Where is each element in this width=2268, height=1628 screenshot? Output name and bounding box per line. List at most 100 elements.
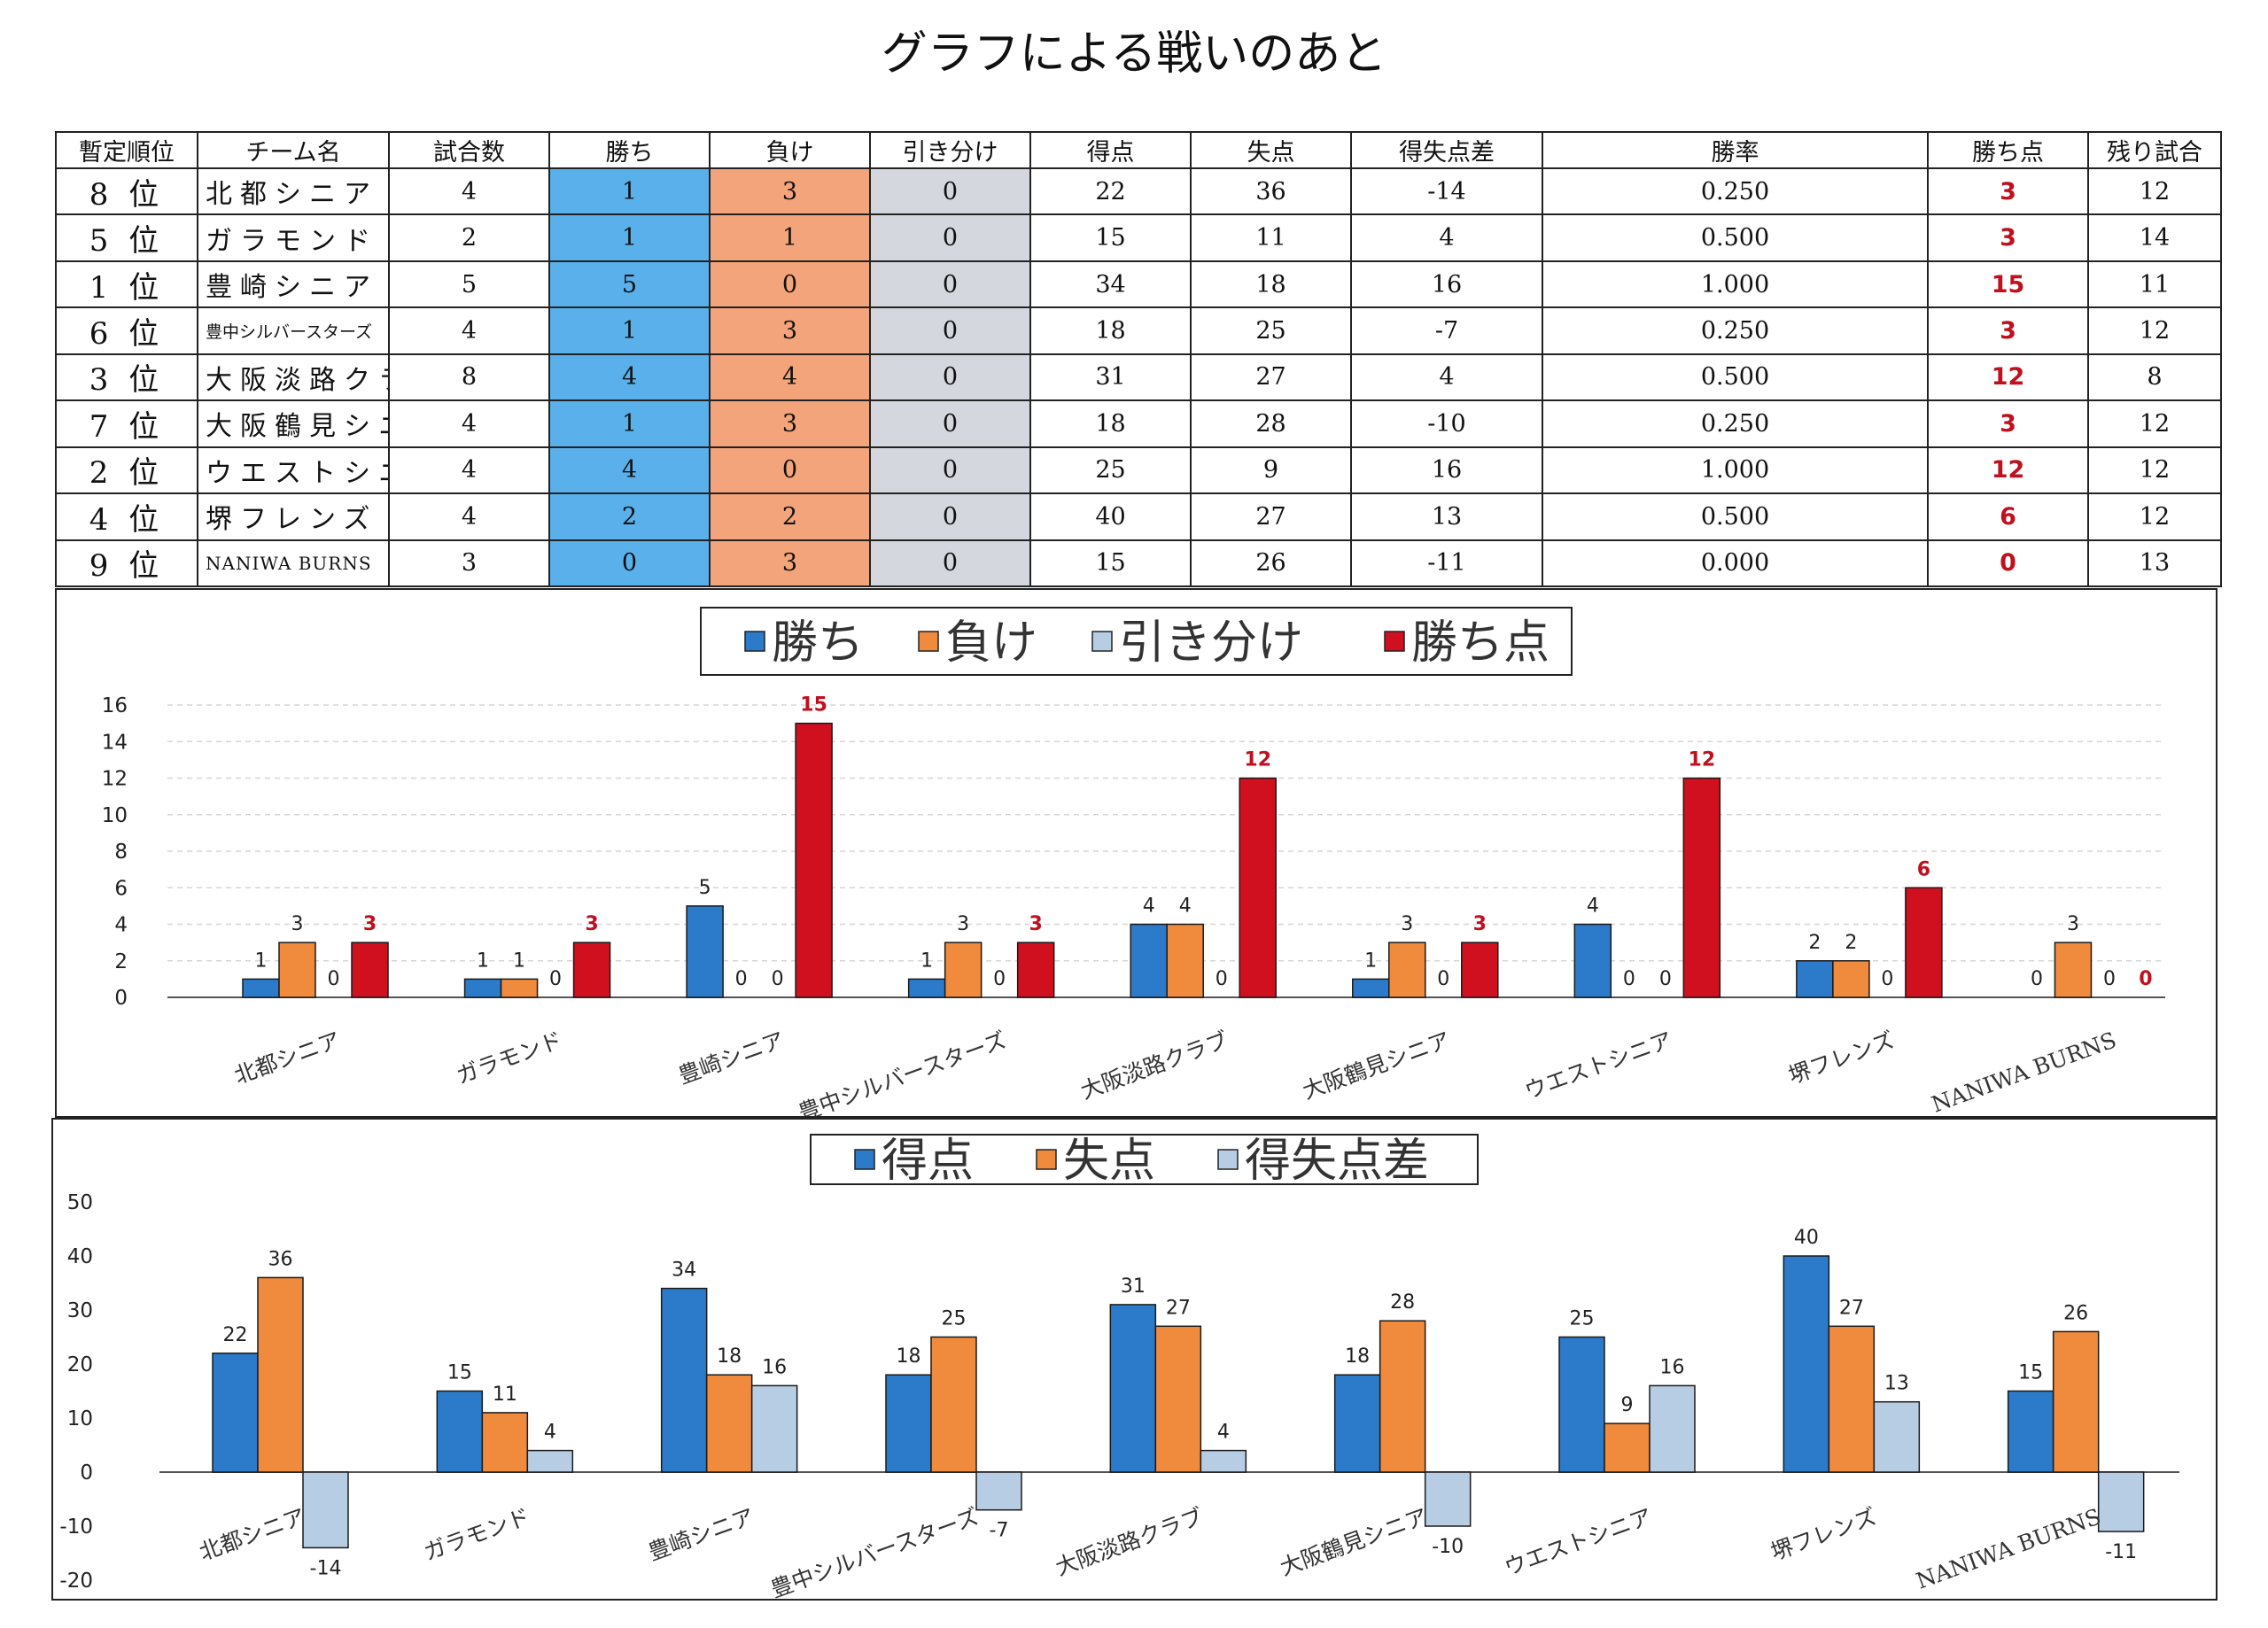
cell-wins: 4 (548, 446, 711, 495)
category-label: 大阪鶴見シニア (1299, 1027, 1453, 1104)
data-label: 4 (1587, 895, 1599, 918)
cell-rate: 0.500 (1542, 353, 1929, 402)
cell-rank: 1 位 (55, 260, 198, 309)
data-label: 6 (1917, 858, 1930, 880)
cell-rank: 6 位 (55, 306, 198, 355)
data-label: 16 (762, 1356, 787, 1378)
cell-points: 12 (1927, 353, 2089, 402)
cell-conceded: 27 (1190, 492, 1352, 541)
data-label: 12 (1244, 749, 1271, 771)
bar-3-6 (1682, 777, 1721, 998)
data-label: 3 (1473, 913, 1487, 935)
bar-0-3 (907, 978, 946, 998)
y-tick-label: 14 (102, 731, 128, 754)
cell-conceded: 28 (1190, 399, 1352, 448)
data-label: -10 (1432, 1536, 1464, 1558)
cell-rank: 4 位 (55, 492, 198, 541)
cell-rank: 5 位 (55, 213, 198, 262)
cell-games: 8 (388, 353, 550, 402)
category-label: 豊中シルバースターズ (795, 1027, 1010, 1116)
category-label: 大阪淡路クラブ (1052, 1503, 1207, 1580)
data-label: 0 (549, 968, 562, 990)
data-label: 31 (1121, 1275, 1146, 1298)
y-tick-label: -20 (59, 1570, 93, 1593)
data-label: 4 (1179, 895, 1192, 918)
cell-scored: 15 (1029, 213, 1192, 262)
cell-points: 12 (1927, 446, 2089, 495)
bar-0-5 (1333, 1374, 1381, 1473)
cell-rate: 0.000 (1542, 539, 1929, 587)
legend-box (810, 1134, 1479, 1185)
category-label: ウエストシニア (1521, 1027, 1675, 1104)
bar-1-0 (257, 1276, 304, 1473)
bar-1-2 (705, 1374, 753, 1473)
cell-games: 4 (388, 306, 550, 355)
data-label: 28 (1390, 1291, 1415, 1314)
cell-wins: 5 (548, 260, 711, 309)
data-label: 4 (1217, 1422, 1230, 1444)
data-label: 0 (2139, 968, 2152, 990)
bar-1-6 (1604, 1423, 1651, 1473)
cell-wins: 0 (548, 539, 711, 587)
cell-points: 3 (1927, 167, 2089, 216)
cell-diff: 4 (1350, 353, 1543, 402)
data-label: 1 (513, 950, 525, 972)
cell-team: 北都シニア (197, 167, 390, 216)
bar-0-7 (1783, 1255, 1830, 1473)
data-label: 3 (957, 913, 969, 935)
category-label: 大阪淡路クラブ (1077, 1027, 1231, 1104)
table-row: 9 位 NANIWA BURNS 3 0 3 0 15 26 -11 0.000 0 13 (55, 539, 2222, 587)
bar-0-6 (1558, 1336, 1605, 1473)
bar-0-5 (1352, 978, 1390, 998)
data-label: 27 (1166, 1297, 1191, 1319)
cell-scored: 25 (1029, 446, 1192, 495)
category-label: 豊崎シニア (675, 1027, 788, 1089)
bar-1-4 (1166, 923, 1204, 998)
data-label: 0 (1437, 968, 1449, 990)
data-label: 15 (800, 694, 827, 717)
bar-1-0 (278, 942, 316, 998)
cell-rate: 0.250 (1542, 167, 1929, 216)
y-tick-label: 0 (114, 987, 128, 1010)
category-label: NANIWA BURNS (1928, 1027, 2119, 1116)
table-row: 5 位ガラモンド 2 1 1 0 15 11 4 0.500 3 14 (55, 213, 2222, 262)
bar-2-3 (975, 1471, 1022, 1511)
legend-swatch (1384, 631, 1405, 652)
cell-team: NANIWA BURNS (197, 539, 390, 587)
data-label: 0 (772, 968, 784, 990)
data-label: 1 (477, 950, 489, 972)
data-label: 11 (493, 1384, 517, 1406)
cell-losses: 1 (709, 213, 871, 262)
cell-diff: -10 (1350, 399, 1543, 448)
category-label: 堺フレンズ (1767, 1503, 1880, 1565)
cell-remaining: 13 (2087, 539, 2222, 587)
data-label: 0 (1216, 968, 1228, 990)
category-label: 豊中シルバースターズ (767, 1503, 983, 1599)
cell-rate: 0.250 (1542, 306, 1929, 355)
bar-0-4 (1130, 923, 1168, 998)
data-label: 15 (447, 1362, 472, 1384)
data-label: 0 (1623, 968, 1635, 990)
bar-1-7 (1832, 960, 1870, 998)
data-label: 3 (291, 913, 304, 935)
cell-points: 3 (1927, 399, 2089, 448)
scores-chart-panel: -20 -10 0 10 20 30 40 50 22 15 34 18 31 18 25 40 15 36 11 1… (51, 1118, 2218, 1601)
y-tick-label: 8 (114, 841, 128, 864)
cell-rank: 2 位 (55, 446, 198, 495)
category-label: 北都シニア (196, 1503, 308, 1565)
cell-scored: 18 (1029, 306, 1192, 355)
bar-0-6 (1573, 923, 1612, 998)
cell-rank: 3 位 (55, 353, 198, 402)
cell-team: 大阪鶴見シニア (197, 399, 390, 448)
cell-rate: 0.250 (1542, 399, 1929, 448)
cell-draws: 0 (869, 399, 1031, 448)
header-losses: 負け (709, 131, 871, 169)
cell-draws: 0 (869, 446, 1031, 495)
bar-2-8 (2097, 1471, 2145, 1532)
cell-remaining: 8 (2087, 353, 2222, 402)
y-tick-label: 16 (102, 694, 128, 717)
y-tick-label: 30 (67, 1299, 93, 1322)
cell-diff: 4 (1350, 213, 1543, 262)
cell-draws: 0 (869, 306, 1031, 355)
category-label: 大阪鶴見シニア (1277, 1503, 1431, 1580)
